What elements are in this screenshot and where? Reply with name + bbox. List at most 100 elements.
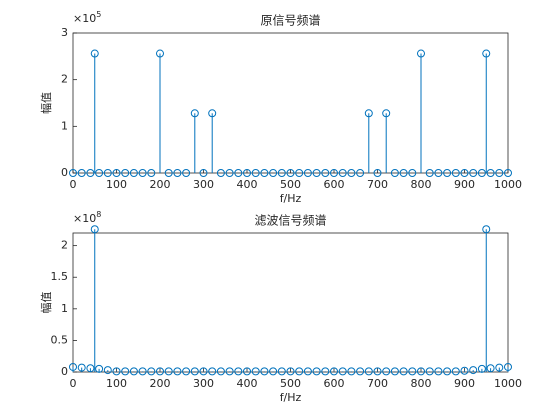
stem-marker [269,367,278,376]
stem-marker [417,49,425,58]
stem-marker [269,169,278,177]
stem-marker [347,367,356,376]
x-tick-label: 1000 [494,178,522,191]
stem-marker [208,367,217,376]
stem-marker [443,367,452,376]
y-tick-label: 0.5 [51,333,69,346]
stem-marker [90,49,99,58]
exponent-base: ×10 [73,212,96,225]
x-tick-label: 300 [193,178,214,191]
x-tick-label: 200 [150,377,171,390]
stem-marker [417,367,425,376]
stem-marker [382,109,391,118]
stem-marker [121,367,130,376]
stem-marker [434,367,443,376]
stem-marker [504,362,512,371]
stem-marker [156,49,164,58]
stem-marker [364,109,373,118]
stem-marker [77,169,86,177]
x-tick-label: 0 [70,178,77,191]
stem-marker [173,169,182,177]
stem-marker [286,169,295,177]
stem-marker [190,109,199,118]
chart-title: 原信号频谱 [260,14,320,28]
x-tick-label: 600 [324,178,345,191]
stem-marker [495,363,504,372]
y-axis-label: 幅值 [40,292,53,314]
x-tick-label: 500 [280,178,301,191]
stem-marker [390,367,399,376]
stem-marker [260,367,269,376]
stem-marker [373,367,382,376]
stem-marker [243,367,251,376]
stem-marker [425,169,434,177]
stem-marker [321,169,330,177]
stem-marker [103,366,112,375]
stem-marker [364,367,373,376]
stem-marker [129,367,138,376]
stem-marker [321,367,330,376]
stem-marker [286,367,295,376]
stem-marker [277,169,286,177]
stem-marker [199,169,208,177]
stem-marker [330,367,338,376]
stem-marker [338,169,347,177]
stem-marker [95,364,104,373]
stem-marker [260,169,269,177]
stem-marker [129,169,138,177]
stem-marker [295,367,304,376]
x-tick-label: 900 [454,377,475,390]
stem-marker [208,109,217,118]
stem-marker [234,169,243,177]
stem-marker [460,366,469,375]
stem-marker [112,367,121,376]
stem-marker [408,169,417,177]
stem-marker [303,367,312,376]
x-tick-label: 700 [367,178,388,191]
plot-area [72,232,509,373]
x-tick-label: 0 [70,377,77,390]
stem-marker [86,169,95,177]
stem-marker [69,362,77,371]
stem-marker [303,169,312,177]
stem-marker [103,169,112,177]
stem-marker [330,169,338,177]
stem-marker [138,367,147,376]
stem-marker [486,169,495,177]
stem-marker [147,169,156,177]
x-tick-label: 700 [367,377,388,390]
stem-marker [90,225,99,234]
stem-marker [86,364,95,373]
stem-marker [95,169,104,177]
stem-marker [399,169,408,177]
stem-marker [156,367,164,376]
y-tick-label: 0 [61,365,68,378]
x-tick-label: 100 [106,178,127,191]
stem-marker [138,169,147,177]
x-tick-label: 800 [411,178,432,191]
stem-marker [425,367,434,376]
stem-marker [338,367,347,376]
x-tick-label: 500 [280,377,301,390]
stem-marker [164,169,173,177]
stem-marker [347,169,356,177]
y-tick-label: 2 [61,73,68,86]
stem-marker [190,367,199,376]
stem-marker [469,366,478,375]
stem-marker [112,169,121,177]
y-tick-label: 3 [61,26,68,39]
y-axis-label: 幅值 [40,92,53,114]
stem-marker [451,169,460,177]
stem-marker [477,364,486,373]
x-axis-label: f/Hz [280,391,302,404]
stem-marker [408,367,417,376]
y-tick-label: 2 [61,239,68,252]
stem-marker [234,367,243,376]
stem-marker [121,169,130,177]
stem-marker [495,169,504,177]
stem-marker [216,169,225,177]
plot-area [72,32,509,174]
x-tick-label: 900 [454,178,475,191]
x-tick-label: 200 [150,178,171,191]
